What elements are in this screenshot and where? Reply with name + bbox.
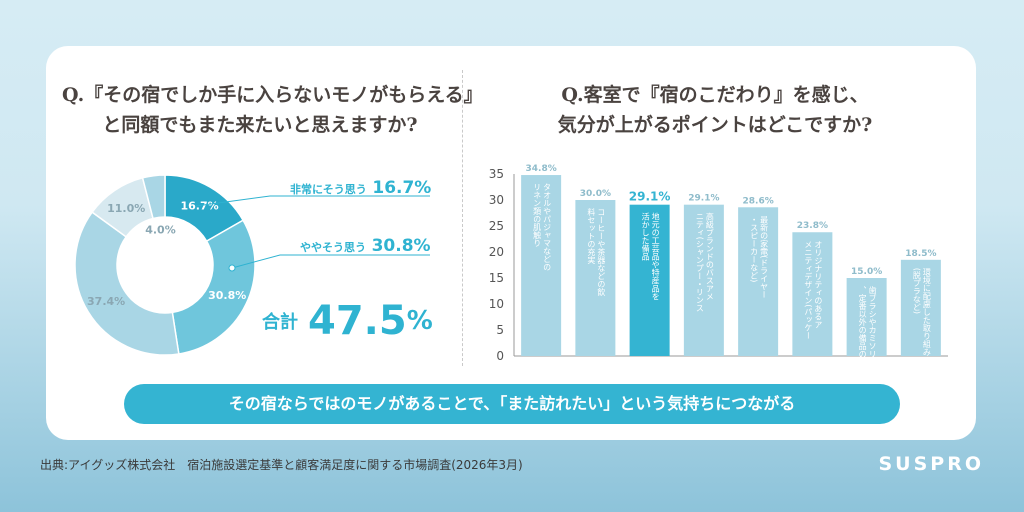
bar-category-label: オリジナリティのあるア xyxy=(814,240,823,328)
right-question-line1: Q.客室で『宿のこだわり』を感じ、 xyxy=(561,84,869,106)
bar-category-label: 料セットの充実 xyxy=(587,207,596,265)
bar-category-label: リネン類の肌触り xyxy=(533,183,542,247)
donut-slice xyxy=(74,211,180,356)
donut-slice xyxy=(171,219,256,355)
bar-category-label: ニティ(シャンプー・リンス xyxy=(695,213,704,312)
total-value: 47.5 xyxy=(308,298,407,344)
brand-logo: SUSPRO xyxy=(878,453,984,475)
bar-value-label: 29.1% xyxy=(629,190,671,204)
total-unit: % xyxy=(406,306,433,336)
y-tick-label: 35 xyxy=(489,167,504,181)
right-question: Q.客室で『宿のこだわり』を感じ、 気分が上がるポイントはどこですか? xyxy=(500,80,930,140)
bar xyxy=(521,175,562,356)
y-tick-label: 10 xyxy=(489,297,504,311)
bar-value-label: 29.1% xyxy=(688,194,719,204)
bar-value-label: 23.8% xyxy=(797,221,828,231)
y-tick-label: 30 xyxy=(489,193,504,207)
bar-category-label: 環境に配慮した取り組み xyxy=(922,268,931,356)
bar xyxy=(738,207,779,356)
bar-chart: 0 5 10 15 20 25 30 35 34.8% タオルやパジャマなどの リネン類の肌触り 30… xyxy=(478,160,958,375)
bar xyxy=(900,259,941,356)
bar-category-label: 地元の工芸品や特産品を xyxy=(651,212,660,301)
bar-category-label: 高級ブランドのバスアメ xyxy=(705,212,714,301)
callout-1-value: 16.7% xyxy=(372,178,432,198)
y-tick-label: 0 xyxy=(496,349,504,363)
callout-2-label: ややそう思う xyxy=(300,241,366,254)
callout-2-value: 30.8% xyxy=(371,236,431,256)
bar-category-label: メニティデザイン(パッケー xyxy=(804,240,813,339)
callout-1: 非常にそう思う 16.7% xyxy=(290,178,431,198)
bar-value-label: 34.8% xyxy=(526,164,557,174)
source-note: 出典:アイグッズ株式会社 宿泊施設選定基準と顧客満足度に関する市場調査(2026… xyxy=(40,458,523,472)
donut-slice-label: 16.7% xyxy=(181,199,219,212)
donut-slice-label: 37.4% xyxy=(87,295,125,308)
bar-category-label: ・スピーカーなど) xyxy=(750,215,759,282)
donut-chart-svg: 16.7% 30.8% 37.4% 11.0%4.0% xyxy=(74,174,256,356)
bar-value-label: 18.5% xyxy=(905,249,936,259)
bar-category-label: 、定番以外の備品の充実 xyxy=(858,286,867,370)
bar-category-label: (脱プラなど) xyxy=(912,268,921,314)
y-tick-label: 5 xyxy=(496,323,504,337)
left-question-line2: と同額でもまた来たいと思えますか? xyxy=(102,114,418,136)
bar-category-label: 歯ブラシやカミソリなど xyxy=(868,285,877,370)
total-summary: 合計 47.5% xyxy=(262,298,433,344)
bar-value-label: 28.6% xyxy=(743,196,774,206)
donut-slice-label: 4.0% xyxy=(145,223,176,236)
bar xyxy=(792,232,833,356)
donut-slice-label: 30.8% xyxy=(208,289,246,302)
left-question: Q.『その宿でしか手に入らないモノがもらえる』 と同額でもまた来たいと思えますか… xyxy=(62,80,483,140)
section-divider xyxy=(462,70,463,366)
bar xyxy=(575,200,616,356)
donut-slice xyxy=(141,174,166,220)
y-tick-label: 25 xyxy=(489,219,504,233)
bar-value-label: 15.0% xyxy=(851,267,882,277)
donut-slice-label: 11.0% xyxy=(107,202,145,215)
left-question-line1: Q.『その宿でしか手に入らないモノがもらえる』 xyxy=(62,84,483,106)
bar xyxy=(683,204,724,356)
bar-category-label: タオルやパジャマなどの xyxy=(543,183,552,271)
callout-1-label: 非常にそう思う xyxy=(290,183,367,196)
bar xyxy=(629,204,670,356)
bar-category-label: コーヒーや茶器などの飲 xyxy=(597,208,606,297)
donut-chart: 16.7% 30.8% 37.4% 11.0% 4.0% xyxy=(70,170,260,360)
bar xyxy=(846,278,887,356)
total-label: 合計 xyxy=(262,312,298,333)
bar-category-label: 活かした備品 xyxy=(641,212,650,262)
y-tick-label: 20 xyxy=(489,245,504,259)
bar-value-label: 30.0% xyxy=(580,189,611,199)
y-tick-label: 15 xyxy=(489,271,504,285)
right-question-line2: 気分が上がるポイントはどこですか? xyxy=(557,114,873,136)
conclusion-banner: その宿ならではのモノがあることで、「また訪れたい」という気持ちにつながる xyxy=(124,384,900,424)
callout-2: ややそう思う 30.8% xyxy=(300,236,431,256)
bar-category-label: 最新の家電(ドライヤー xyxy=(760,215,769,298)
